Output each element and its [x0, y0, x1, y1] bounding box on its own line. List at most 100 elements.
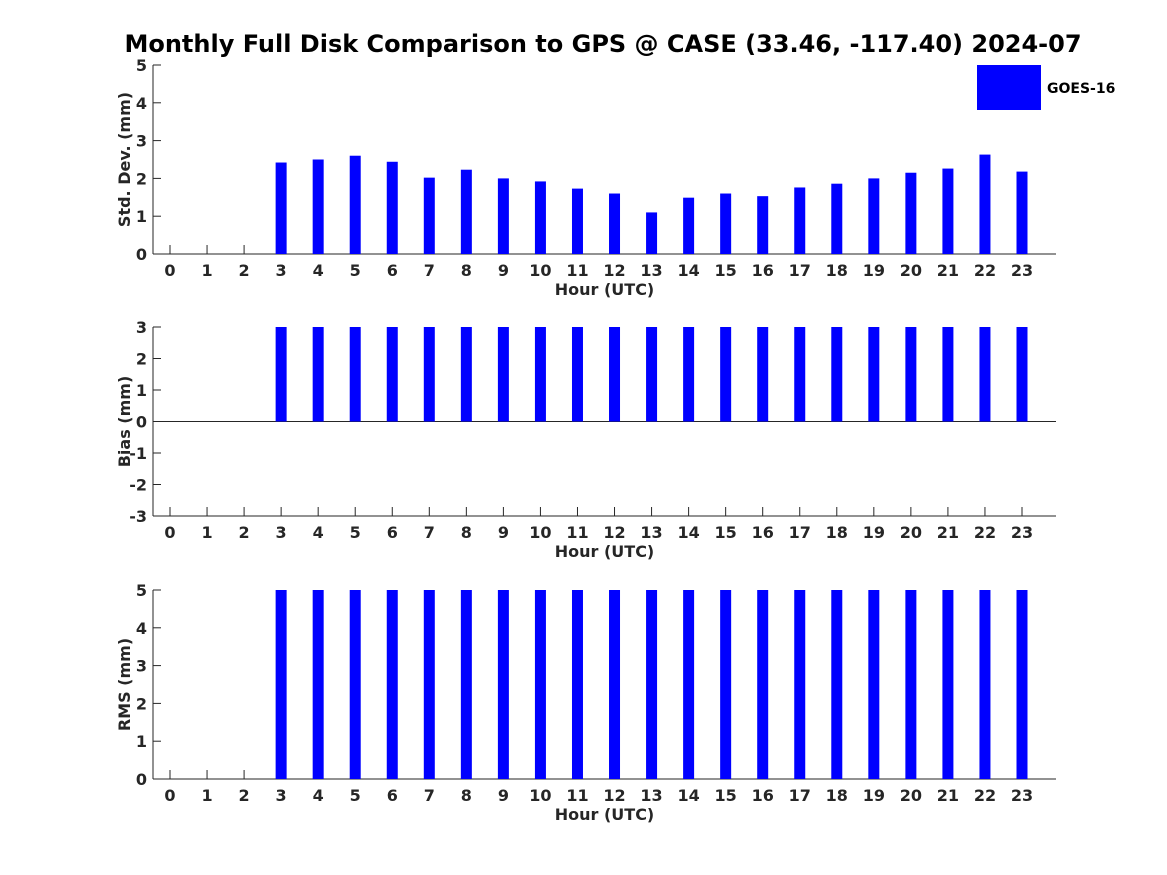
bar-hour-10: [534, 181, 546, 254]
bar-hour-18: [831, 590, 843, 779]
bar-hour-19: [868, 590, 880, 779]
legend-swatch: [977, 65, 1041, 110]
bar-hour-7: [423, 177, 435, 254]
bar-hour-4: [312, 590, 324, 779]
bar-hour-6: [386, 161, 398, 254]
x-tick-label: 1: [201, 786, 212, 805]
bar-hour-11: [571, 590, 583, 779]
x-tick-label: 0: [164, 786, 175, 805]
y-tick-label: -2: [129, 476, 147, 495]
y-tick-label: -3: [129, 507, 147, 526]
y-tick-label: 1: [136, 381, 147, 400]
y-tick-label: 2: [136, 169, 147, 188]
y-tick-label: 2: [136, 694, 147, 713]
bar-hour-22: [979, 154, 991, 254]
bar-hour-13: [646, 590, 658, 779]
y-axis-label: Std. Dev. (mm): [115, 92, 134, 227]
bar-hour-9: [497, 178, 509, 254]
bar-hour-10: [534, 590, 546, 779]
x-tick-label: 11: [566, 786, 588, 805]
legend-label: GOES-16: [1047, 81, 1115, 97]
x-tick-label: 18: [826, 786, 848, 805]
x-tick-label: 22: [974, 261, 996, 280]
bar-hour-21: [942, 590, 954, 779]
bar-hour-5: [349, 590, 361, 779]
bar-hour-4: [312, 159, 324, 254]
bar-hour-5: [349, 155, 361, 254]
bar-hour-20: [905, 172, 917, 254]
y-tick-label: 4: [136, 94, 147, 113]
bar-hour-3: [275, 590, 287, 779]
chart-title: Monthly Full Disk Comparison to GPS @ CA…: [124, 30, 1081, 58]
bar-hour-12: [609, 193, 621, 254]
y-tick-label: 3: [136, 318, 147, 337]
x-tick-label: 23: [1011, 786, 1033, 805]
bar-hour-8: [460, 590, 472, 779]
bar-hour-8: [460, 169, 472, 254]
bar-hour-18: [831, 183, 843, 254]
x-tick-label: 16: [752, 523, 774, 542]
x-tick-label: 12: [603, 261, 625, 280]
x-tick-label: 9: [498, 261, 509, 280]
x-tick-label: 15: [715, 786, 737, 805]
x-axis-label: Hour (UTC): [555, 542, 655, 561]
bar-hour-23: [1016, 327, 1028, 422]
x-tick-label: 4: [313, 261, 324, 280]
x-tick-label: 15: [715, 261, 737, 280]
bar-hour-12: [609, 590, 621, 779]
x-axis-label: Hour (UTC): [555, 280, 655, 299]
x-axis-label: Hour (UTC): [555, 805, 655, 824]
bar-hour-6: [386, 590, 398, 779]
x-tick-label: 13: [640, 523, 662, 542]
x-tick-label: 16: [752, 786, 774, 805]
bar-hour-14: [683, 327, 695, 422]
x-tick-label: 3: [276, 523, 287, 542]
x-tick-label: 10: [529, 523, 551, 542]
bar-hour-19: [868, 327, 880, 422]
x-tick-label: 15: [715, 523, 737, 542]
x-tick-label: 9: [498, 523, 509, 542]
bar-hour-7: [423, 590, 435, 779]
x-tick-label: 20: [900, 523, 922, 542]
bar-hour-3: [275, 327, 287, 422]
bar-hour-22: [979, 327, 991, 422]
bar-hour-13: [646, 212, 658, 254]
bar-hour-23: [1016, 590, 1028, 779]
x-tick-label: 13: [640, 786, 662, 805]
y-tick-label: 4: [136, 619, 147, 638]
x-tick-label: 5: [350, 261, 361, 280]
bar-hour-14: [683, 197, 695, 254]
x-tick-label: 6: [387, 786, 398, 805]
x-tick-label: 3: [276, 261, 287, 280]
bar-hour-3: [275, 162, 287, 254]
bar-hour-12: [609, 327, 621, 422]
bar-hour-23: [1016, 171, 1028, 254]
x-tick-label: 21: [937, 523, 959, 542]
y-tick-label: 0: [136, 770, 147, 789]
x-tick-label: 6: [387, 523, 398, 542]
x-tick-label: 14: [677, 261, 699, 280]
x-tick-label: 14: [677, 786, 699, 805]
x-tick-label: 10: [529, 261, 551, 280]
bar-hour-13: [646, 327, 658, 422]
x-tick-label: 21: [937, 261, 959, 280]
x-tick-label: 19: [863, 523, 885, 542]
x-tick-label: 4: [313, 786, 324, 805]
bar-hour-9: [497, 327, 509, 422]
y-tick-label: 2: [136, 350, 147, 369]
x-tick-label: 7: [424, 523, 435, 542]
bar-hour-5: [349, 327, 361, 422]
bar-hour-17: [794, 187, 806, 254]
x-tick-label: 3: [276, 786, 287, 805]
legend: GOES-16: [977, 65, 1115, 110]
bar-hour-15: [720, 590, 732, 779]
x-tick-label: 19: [863, 261, 885, 280]
x-tick-label: 23: [1011, 261, 1033, 280]
x-tick-label: 20: [900, 786, 922, 805]
x-tick-label: 0: [164, 261, 175, 280]
bar-hour-7: [423, 327, 435, 422]
x-tick-label: 8: [461, 523, 472, 542]
x-tick-label: 12: [603, 786, 625, 805]
